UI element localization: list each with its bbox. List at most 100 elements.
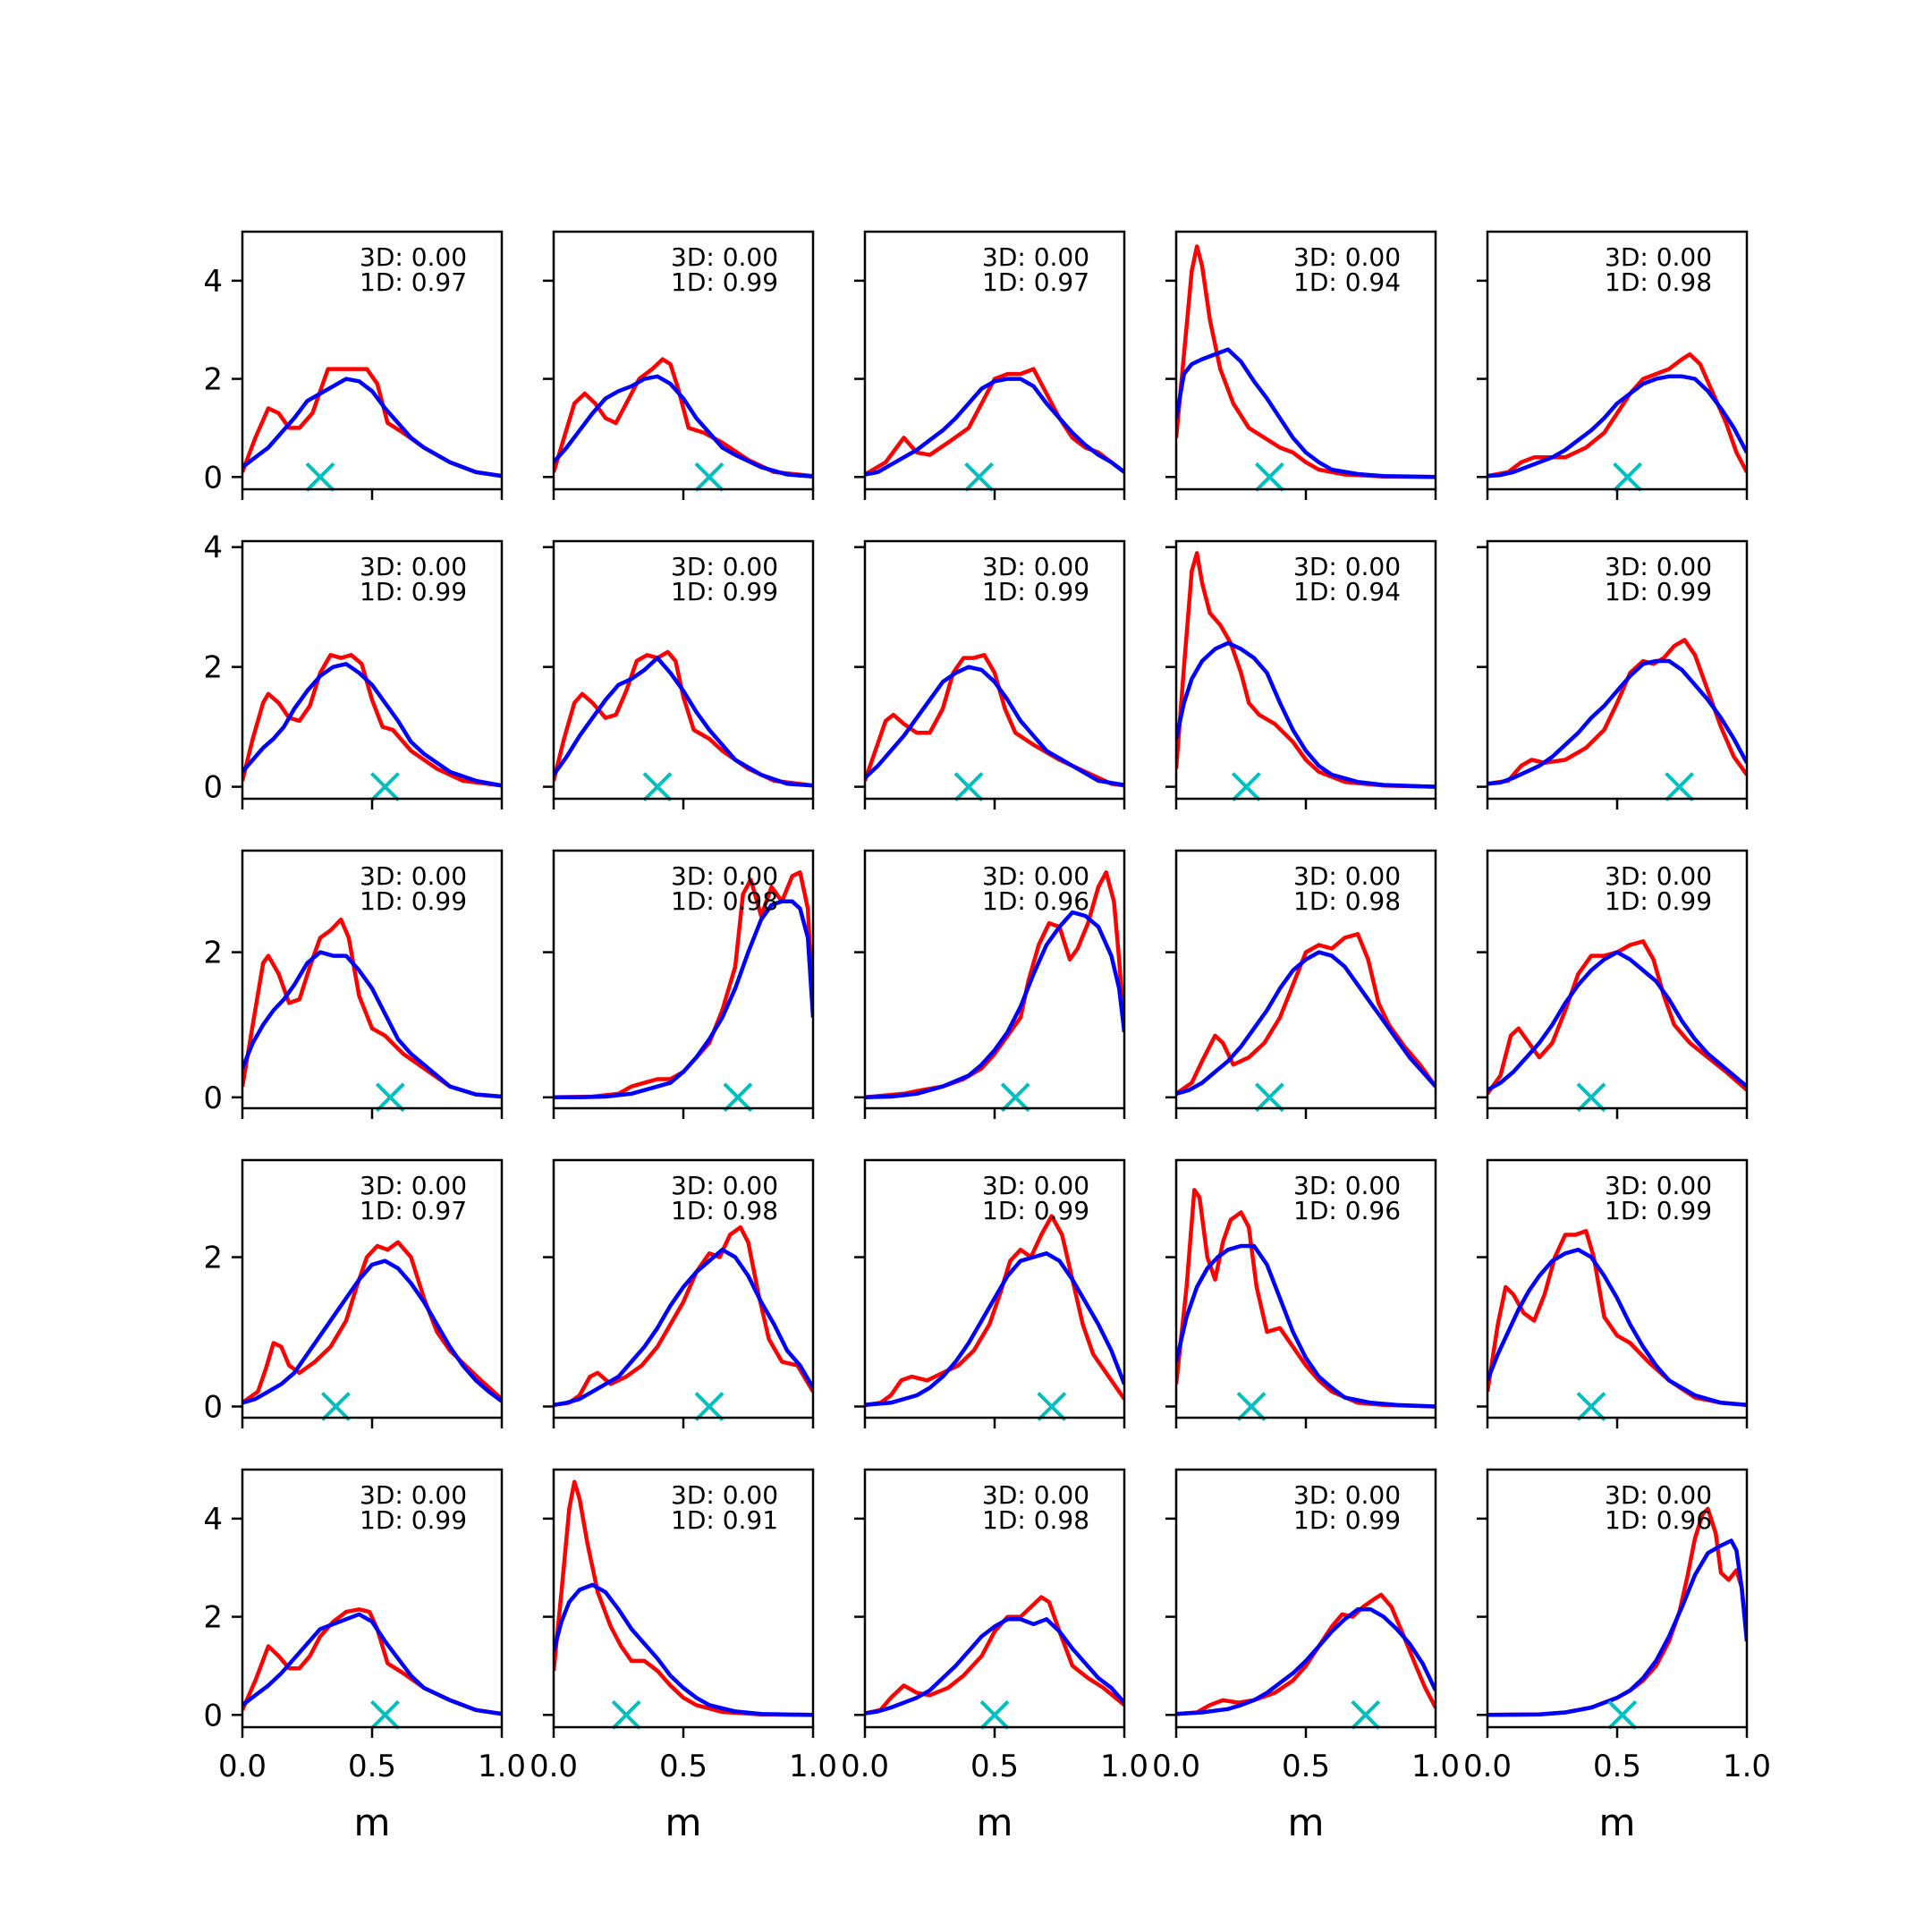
annotation-text: 1D: 0.99	[1605, 886, 1712, 916]
x-marker	[1236, 1392, 1267, 1421]
annotation-text: 1D: 0.99	[1293, 1505, 1401, 1535]
x-marker	[1037, 1392, 1067, 1421]
series-line-red	[554, 649, 813, 788]
annotation-text: 1D: 0.99	[982, 577, 1089, 606]
series-line-red	[554, 357, 813, 479]
x-marker	[1576, 1082, 1606, 1113]
x-marker	[1000, 1082, 1030, 1113]
y-tick-label: 2	[203, 1600, 223, 1636]
annotation-text: 3D: 0.00	[1293, 1480, 1401, 1510]
annotation-text: 3D: 0.00	[1605, 1480, 1712, 1510]
x-tick-label: 1.0	[1100, 1749, 1148, 1784]
series-line-red	[1176, 932, 1436, 1096]
annotation-text: 3D: 0.00	[1293, 242, 1401, 272]
annotation-text: 1D: 0.99	[982, 1196, 1089, 1225]
series-line-red	[1487, 1506, 1747, 1717]
x-marker-stroke	[1254, 462, 1284, 492]
x-axis-title: m	[977, 1801, 1013, 1844]
x-marker	[370, 772, 400, 802]
annotation-text: 1D: 0.99	[1605, 1196, 1712, 1225]
x-tick-label: 1.0	[478, 1749, 526, 1784]
annotation-text: 1D: 0.99	[671, 267, 778, 297]
y-tick-label: 4	[203, 264, 223, 300]
annotation-text: 3D: 0.00	[1605, 552, 1712, 581]
annotation-text: 3D: 0.00	[982, 242, 1089, 272]
x-marker-stroke	[979, 1699, 1010, 1730]
series-line-blue	[1176, 640, 1436, 789]
series-line-blue	[1176, 950, 1436, 1096]
annotation-text: 3D: 0.00	[671, 861, 778, 891]
x-marker-stroke	[305, 462, 335, 492]
annotation-text: 1D: 0.96	[1293, 1196, 1401, 1225]
x-marker	[1254, 1082, 1284, 1113]
series-line-red	[1176, 551, 1436, 789]
annotation-text: 3D: 0.00	[671, 242, 778, 272]
x-marker	[694, 1392, 724, 1421]
x-marker	[723, 1082, 753, 1113]
annotation-text: 3D: 0.00	[671, 552, 778, 581]
series-line-blue	[865, 665, 1124, 787]
series-line-red	[1487, 1229, 1747, 1408]
x-tick-label: 0.5	[1282, 1749, 1330, 1784]
annotation-text: 3D: 0.00	[982, 861, 1089, 891]
series-line-red	[1487, 638, 1747, 786]
x-marker	[305, 462, 335, 492]
annotation-text: 1D: 0.97	[360, 1196, 467, 1225]
annotation-text: 3D: 0.00	[360, 242, 467, 272]
series-line-blue	[554, 899, 813, 1100]
annotation-text: 3D: 0.00	[360, 1480, 467, 1510]
x-axis-title: m	[354, 1801, 391, 1844]
series-line-blue	[1487, 658, 1747, 786]
y-tick-label: 2	[203, 362, 223, 398]
series-line-red	[242, 367, 502, 479]
x-marker-stroke	[611, 1699, 641, 1730]
y-tick-label: 0	[203, 1698, 223, 1733]
annotation-text: 3D: 0.00	[982, 1171, 1089, 1200]
x-marker	[642, 772, 673, 802]
series-line-blue	[1176, 347, 1436, 479]
x-tick-label: 0.5	[970, 1749, 1019, 1784]
annotation-text: 1D: 0.99	[360, 577, 467, 606]
series-line-blue	[242, 950, 502, 1099]
x-marker-stroke	[1254, 1082, 1284, 1113]
series-line-red	[554, 1479, 813, 1717]
annotation-text: 1D: 0.97	[982, 267, 1089, 297]
annotation-text: 1D: 0.98	[671, 1196, 778, 1225]
x-marker	[1613, 462, 1643, 492]
x-marker-stroke	[642, 772, 673, 802]
x-tick-label: 0.5	[348, 1749, 396, 1784]
x-marker-stroke	[1613, 462, 1643, 492]
annotation-text: 1D: 0.98	[1293, 886, 1401, 916]
x-tick-label: 0.5	[1593, 1749, 1641, 1784]
series-line-blue	[1487, 1247, 1747, 1408]
annotation-text: 3D: 0.00	[982, 552, 1089, 581]
series-line-red	[1176, 1592, 1436, 1716]
annotation-text: 3D: 0.00	[1605, 1171, 1712, 1200]
series-line-blue	[554, 656, 813, 788]
series-line-blue	[865, 1251, 1124, 1408]
x-axis-title: m	[665, 1801, 702, 1844]
x-marker-stroke	[1231, 772, 1261, 802]
y-tick-label: 0	[203, 1080, 223, 1116]
y-tick-label: 2	[203, 936, 223, 971]
y-tick-label: 4	[203, 530, 223, 566]
series-line-blue	[865, 910, 1124, 1100]
y-tick-label: 2	[203, 1241, 223, 1276]
series-line-red	[865, 1595, 1124, 1716]
